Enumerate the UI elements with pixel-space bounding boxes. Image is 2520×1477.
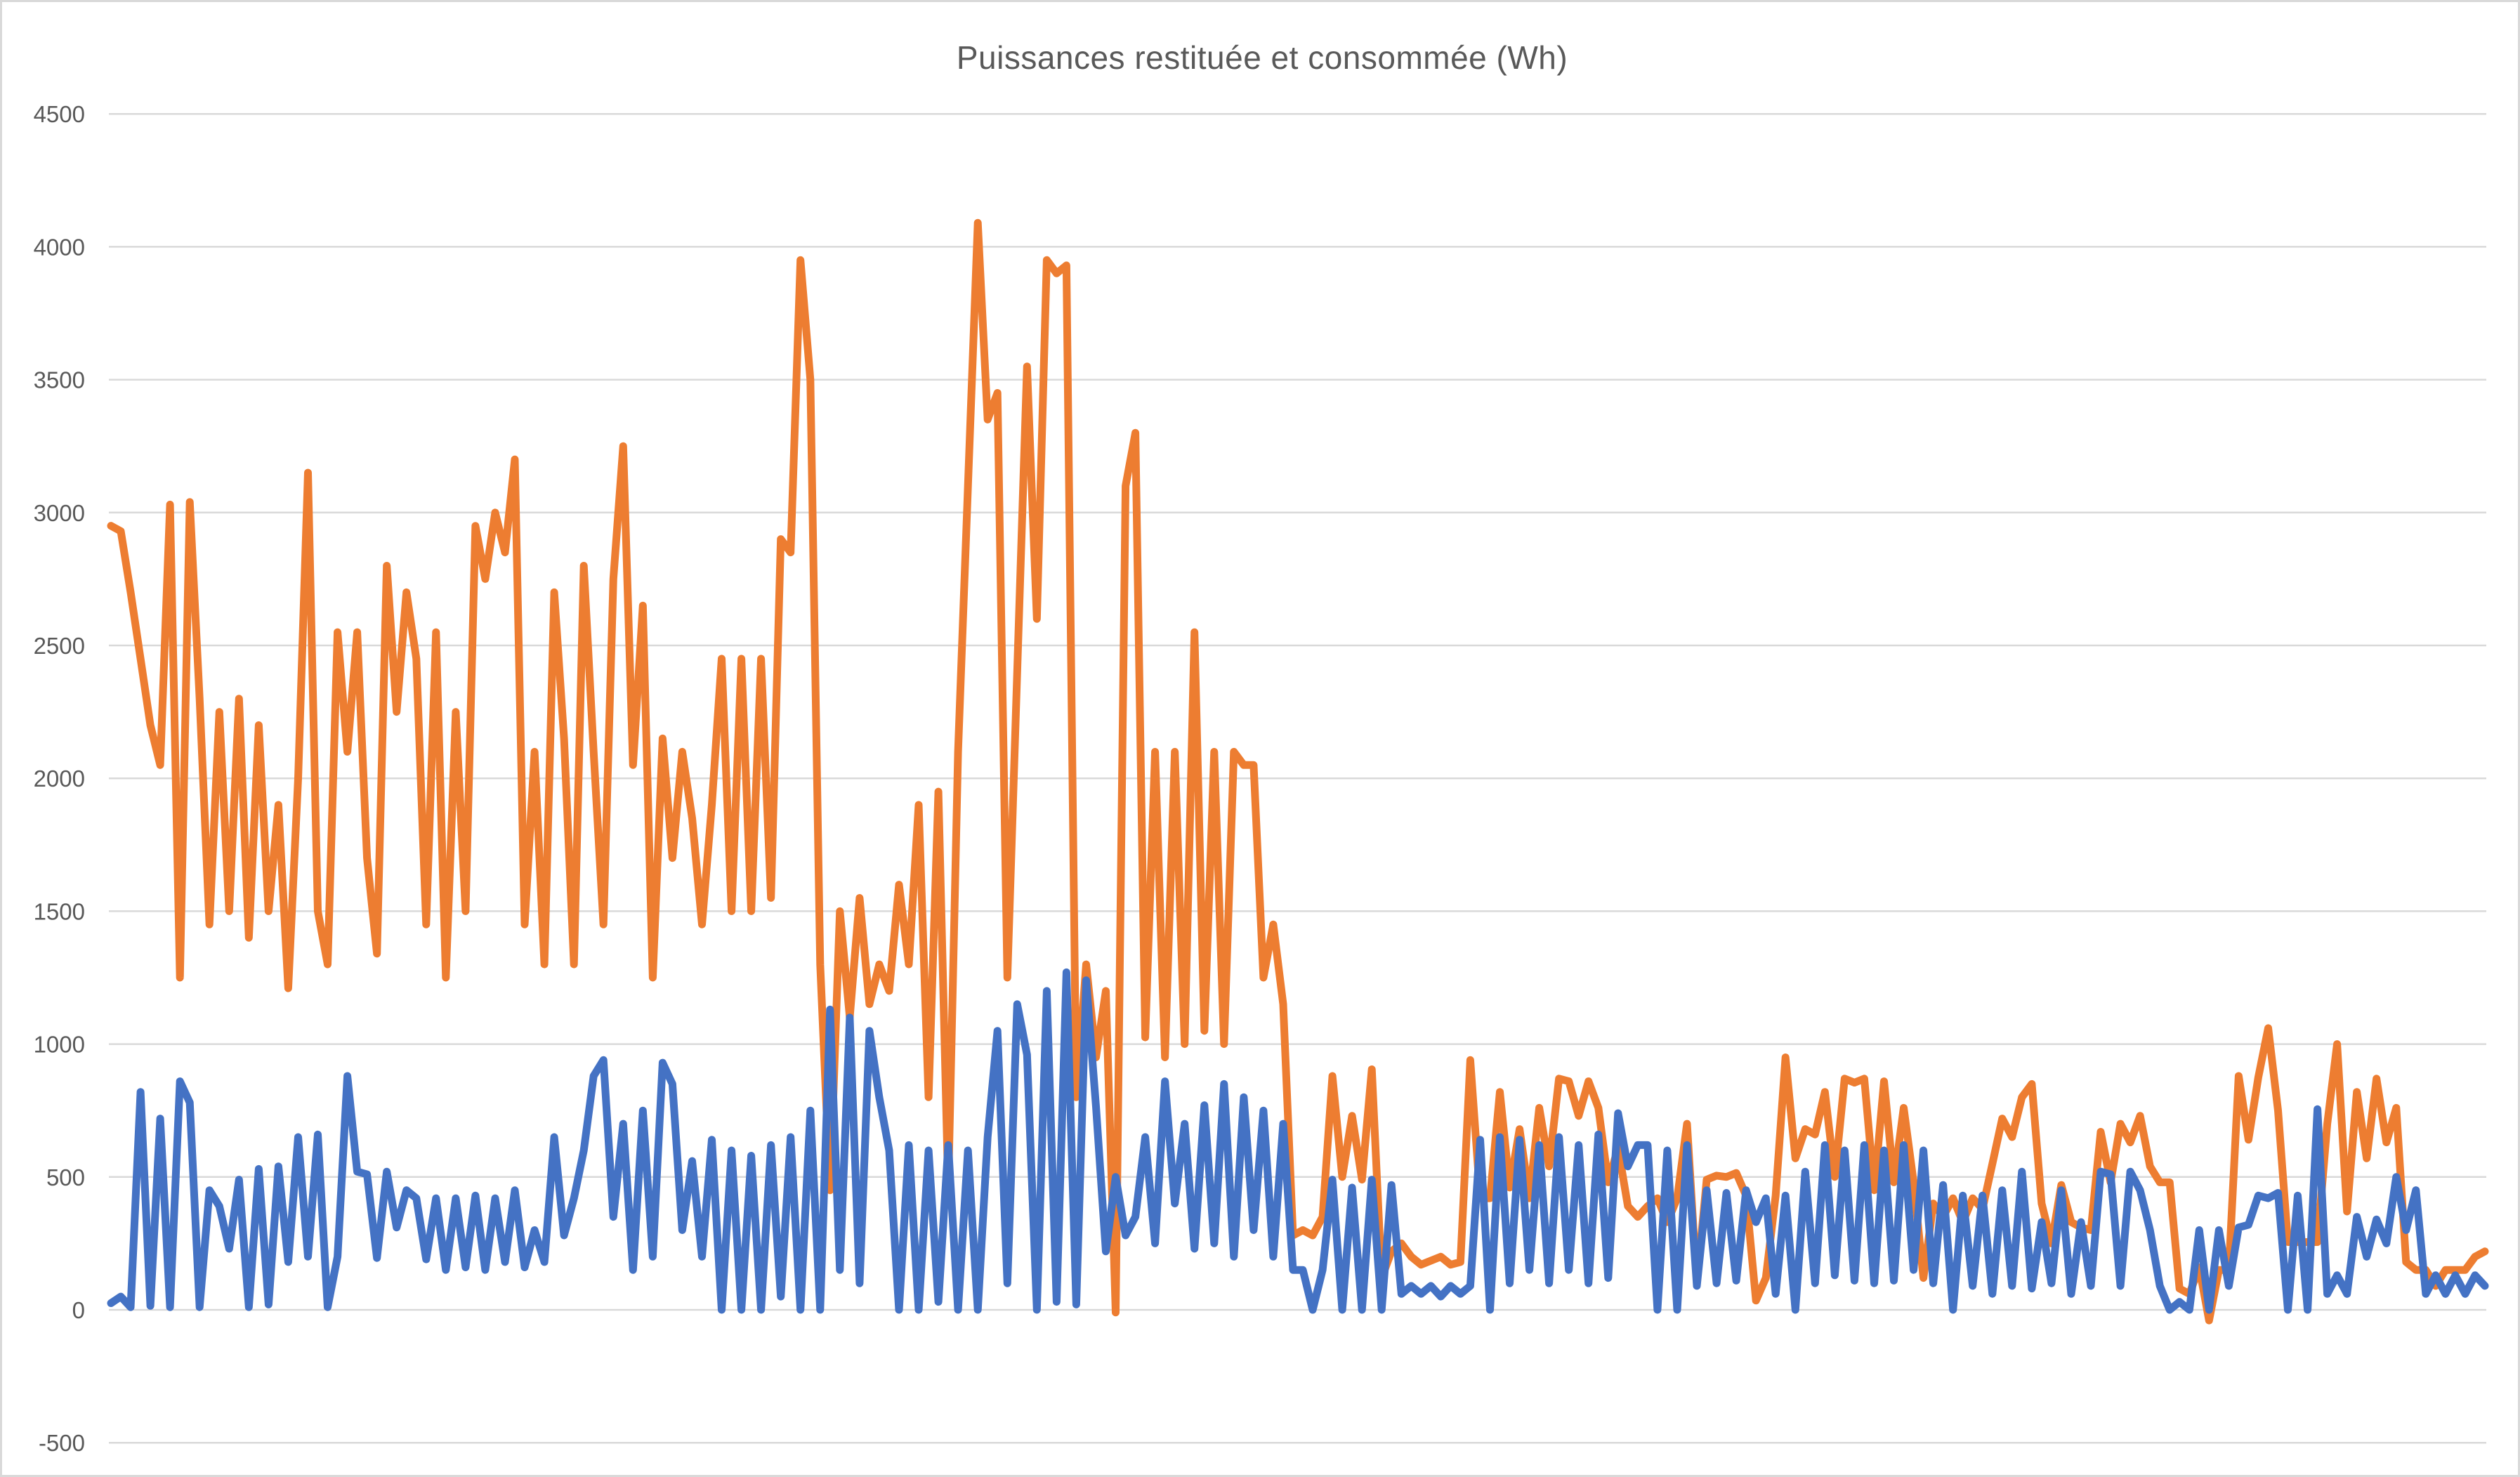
series-blue-line[interactable]	[107, 968, 2489, 1314]
y-axis-tick-label: 3000	[34, 500, 85, 526]
y-axis-tick-label: 0	[72, 1297, 85, 1323]
y-axis-tick-label: 2500	[34, 633, 85, 659]
y-axis-tick-label: 3500	[34, 367, 85, 393]
y-axis-tick-label: 1500	[34, 898, 85, 924]
y-axis-labels: 4500 4000 3500 3000 2500 2000 1500 1000 500 0 -500	[34, 101, 85, 1456]
y-axis-tick-label: -500	[39, 1430, 85, 1456]
y-axis-tick-label: 1000	[34, 1032, 85, 1058]
y-axis-tick-label: 2000	[34, 766, 85, 792]
y-axis-tick-label: 4500	[34, 101, 85, 127]
series-orange-line[interactable]	[107, 218, 2489, 1325]
gridlines	[109, 112, 2486, 1444]
y-axis-tick-label: 4000	[34, 234, 85, 260]
y-axis-tick-label: 500	[46, 1164, 85, 1190]
chart-title: Puissances restituée et consommée (Wh)	[956, 39, 1568, 76]
